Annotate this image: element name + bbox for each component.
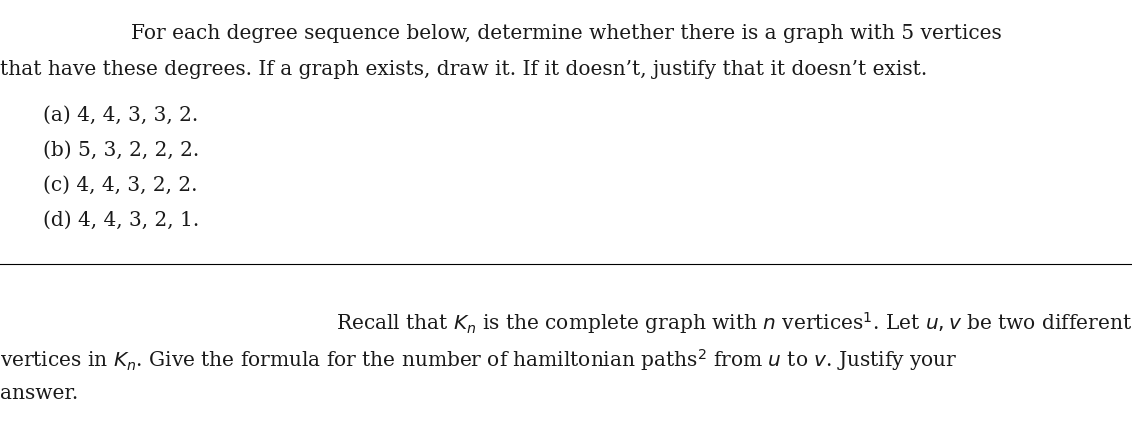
Text: (b) 5, 3, 2, 2, 2.: (b) 5, 3, 2, 2, 2. (43, 141, 199, 160)
Text: answer.: answer. (0, 384, 78, 402)
Text: Recall that $K_n$ is the complete graph with $n$ vertices$^1$. Let $u, v$ be two: Recall that $K_n$ is the complete graph … (336, 310, 1132, 335)
Text: For each degree sequence below, determine whether there is a graph with 5 vertic: For each degree sequence below, determin… (130, 24, 1002, 43)
Text: that have these degrees. If a graph exists, draw it. If it doesn’t, justify that: that have these degrees. If a graph exis… (0, 60, 927, 79)
Text: (c) 4, 4, 3, 2, 2.: (c) 4, 4, 3, 2, 2. (43, 175, 197, 194)
Text: vertices in $K_n$. Give the formula for the number of hamiltonian paths$^2$ from: vertices in $K_n$. Give the formula for … (0, 346, 958, 372)
Text: (d) 4, 4, 3, 2, 1.: (d) 4, 4, 3, 2, 1. (43, 211, 199, 230)
Text: (a) 4, 4, 3, 3, 2.: (a) 4, 4, 3, 3, 2. (43, 105, 198, 124)
